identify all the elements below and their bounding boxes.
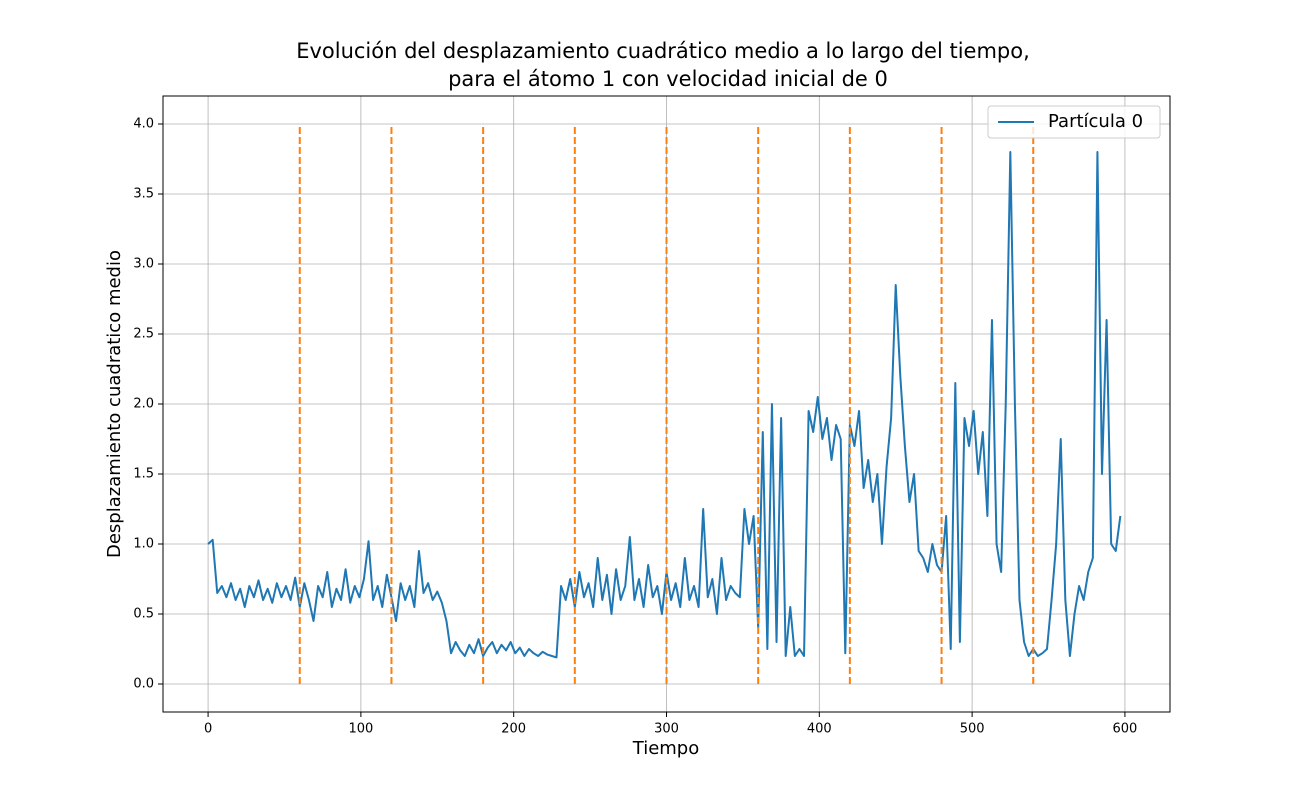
y-tick-label: 2.5 xyxy=(133,327,154,342)
x-tick-label: 500 xyxy=(960,722,985,737)
y-tick-label: 3.0 xyxy=(133,257,154,272)
legend-box xyxy=(987,105,1161,139)
y-tick-label: 1.0 xyxy=(133,537,154,552)
legend-label: Partícula 0 xyxy=(1048,111,1143,132)
data-line xyxy=(207,151,1122,659)
x-tick-label: 0 xyxy=(204,722,212,737)
y-tick-label: 4.0 xyxy=(133,117,154,132)
y-tick-label: 0.5 xyxy=(133,607,154,622)
y-tick-label: 1.5 xyxy=(133,467,154,482)
x-tick-label: 200 xyxy=(501,722,526,737)
y-tick-label: 2.0 xyxy=(133,397,154,412)
plot-frame xyxy=(162,95,1171,713)
y-tick-label: 0.0 xyxy=(133,677,154,692)
chart-subtitle: para el átomo 1 con velocidad inicial de… xyxy=(448,67,888,91)
x-tick-label: 400 xyxy=(807,722,832,737)
x-tick-label: 300 xyxy=(654,722,679,737)
chart-title: Evolución del desplazamiento cuadrático … xyxy=(296,39,1030,63)
x-tick-label: 600 xyxy=(1113,722,1138,737)
x-tick-label: 100 xyxy=(348,722,373,737)
y-axis-label: Desplazamiento cuadratico medio xyxy=(104,250,125,558)
y-tick-label: 3.5 xyxy=(133,187,154,202)
x-axis-label: Tiempo xyxy=(632,738,700,759)
